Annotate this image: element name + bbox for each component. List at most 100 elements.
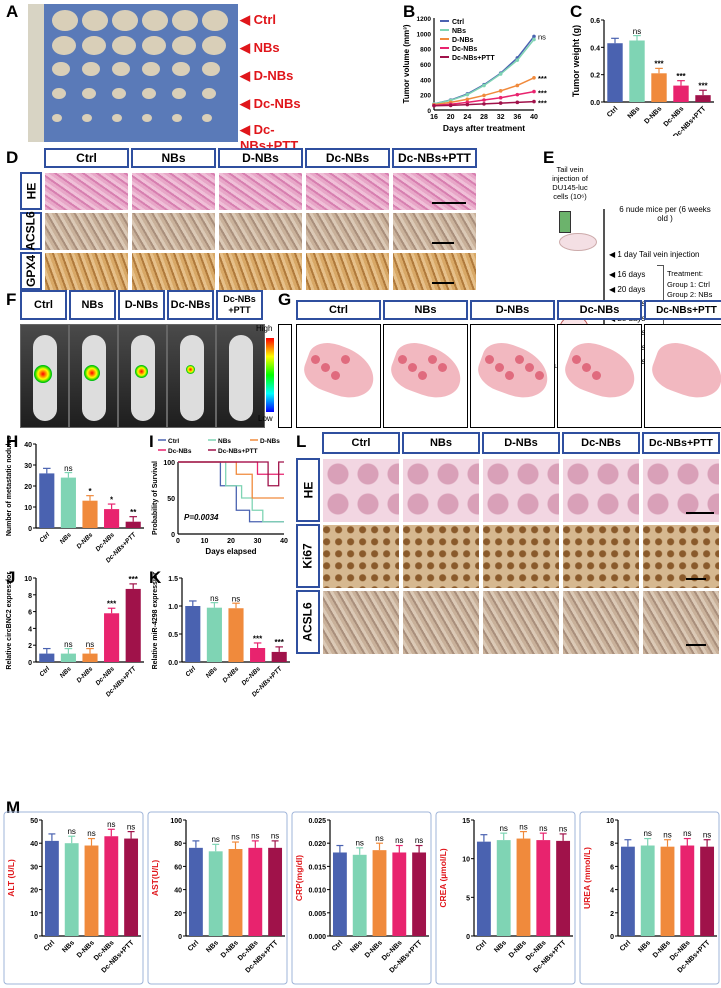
column-header: D-NBs bbox=[482, 432, 560, 454]
ruler bbox=[28, 4, 44, 142]
significance-label: ns bbox=[231, 833, 239, 842]
x-tick-label: NBs bbox=[61, 939, 76, 954]
lung-section-frame bbox=[644, 324, 721, 428]
x-tick-label: Ctrl bbox=[606, 105, 620, 119]
y-axis-label: UREA (mmol/L) bbox=[582, 847, 592, 909]
tumor-sample bbox=[142, 114, 152, 122]
tumor-sample bbox=[142, 62, 160, 77]
row-header: GPX4 bbox=[20, 252, 42, 290]
bar bbox=[248, 847, 263, 936]
row-header-label: ACSL6 bbox=[24, 211, 38, 251]
bar bbox=[695, 95, 711, 102]
x-tick-label: 20 bbox=[227, 538, 235, 545]
legend-swatch bbox=[440, 38, 449, 40]
y-tick-label: 40 bbox=[24, 442, 32, 449]
lung-section-frame bbox=[278, 324, 292, 428]
legend-swatch bbox=[440, 47, 449, 49]
significance-label: ns bbox=[67, 827, 75, 836]
chart-k: 0.00.51.01.5CtrlnsNBsnsD-NBs***Dc-NBs***… bbox=[152, 572, 290, 698]
y-tick-label: 60 bbox=[174, 864, 182, 871]
histology-image bbox=[305, 212, 390, 251]
x-tick-label: Ctrl bbox=[475, 939, 489, 953]
bar bbox=[208, 851, 223, 936]
column-header: NBs bbox=[402, 432, 480, 454]
tumor-sample bbox=[172, 88, 186, 100]
column-header: NBs bbox=[69, 290, 116, 320]
x-tick-label: Ctrl bbox=[43, 939, 57, 953]
chart-b: 0 200 400 600 800 1000 1200 16 20 24 28 32 36 40 Days … bbox=[402, 16, 547, 133]
x-tick-label: Ctrl bbox=[619, 939, 633, 953]
bar bbox=[206, 607, 222, 662]
x-tick-label: NBs bbox=[205, 665, 219, 679]
histology-image bbox=[402, 524, 480, 589]
y-tick-label: 15 bbox=[462, 818, 470, 825]
tumor-sample bbox=[202, 62, 220, 77]
y-tick-label: 2 bbox=[610, 911, 614, 918]
y-tick-label: 0 bbox=[28, 660, 32, 667]
histology-image bbox=[392, 212, 477, 251]
mouse-image bbox=[216, 324, 265, 428]
mouse-body bbox=[180, 335, 204, 421]
significance-label: ns bbox=[64, 464, 72, 473]
y-tick-label: 20 bbox=[30, 888, 38, 895]
tumor-sample bbox=[112, 114, 122, 122]
x-tick-label: D-NBs bbox=[75, 665, 94, 684]
tumor-sample bbox=[52, 62, 70, 77]
mouse-body bbox=[229, 335, 253, 421]
significance-label: ns bbox=[499, 824, 507, 833]
y-tick-label: 0.0 bbox=[590, 100, 600, 107]
tumor-sample bbox=[202, 36, 226, 56]
bar bbox=[412, 852, 427, 936]
bar bbox=[228, 608, 244, 662]
bar bbox=[188, 847, 203, 936]
histology-image bbox=[44, 172, 129, 211]
significance-label: *** bbox=[676, 72, 686, 81]
tumor-sample bbox=[52, 10, 78, 31]
survival-curve bbox=[178, 461, 284, 523]
tumor-sample bbox=[142, 88, 156, 100]
bar bbox=[629, 40, 645, 102]
tumor-sample bbox=[112, 10, 138, 31]
histology-image bbox=[218, 212, 303, 251]
treatment-item: Group 1: Ctrl bbox=[667, 279, 710, 289]
legend-label: Dc-NBs bbox=[452, 46, 477, 53]
significance-label: ns bbox=[663, 830, 671, 839]
histology-image bbox=[482, 458, 560, 523]
bar bbox=[268, 847, 283, 936]
significance-label: ns bbox=[559, 825, 567, 834]
bar bbox=[44, 840, 59, 936]
significance-label: ns bbox=[703, 830, 711, 839]
bar bbox=[496, 840, 511, 936]
bar bbox=[660, 846, 675, 936]
significance-label: ns bbox=[271, 832, 279, 841]
chart-j: 0246810CtrlnsNBsnsD-NBs***Dc-NBs***Dc-NB… bbox=[6, 572, 144, 698]
bar bbox=[39, 653, 55, 662]
tumor-sample bbox=[202, 10, 228, 31]
x-axis-label: Days elapsed bbox=[205, 547, 256, 556]
metastatic-nodule bbox=[525, 363, 534, 372]
tumor-sample bbox=[172, 62, 190, 77]
significance-label: *** bbox=[698, 82, 708, 91]
column-header: NBs bbox=[131, 148, 216, 168]
x-tick-label: Ctrl bbox=[331, 939, 345, 953]
bar bbox=[125, 588, 141, 662]
data-point bbox=[498, 95, 503, 100]
tumor-sample bbox=[112, 36, 136, 56]
y-tick-label: 6 bbox=[610, 864, 614, 871]
scale-bar bbox=[686, 578, 706, 580]
bar bbox=[82, 653, 98, 662]
histology-image bbox=[218, 172, 303, 211]
histology-image bbox=[642, 590, 720, 655]
bioluminescence-signal bbox=[134, 365, 148, 378]
histology-image bbox=[322, 590, 400, 655]
treatment-title: Treatment: bbox=[667, 269, 703, 278]
legend-label: NBs bbox=[218, 438, 231, 445]
bar bbox=[607, 43, 623, 102]
significance-label: ** bbox=[130, 508, 137, 517]
panel-a-labels: ◀ Ctrl ◀ NBs ◀ D-NBs ◀ Dc-NBs ◀ Dc-NBs+P… bbox=[240, 12, 330, 153]
data-point bbox=[532, 34, 536, 39]
lung-section-frame bbox=[383, 324, 469, 428]
y-tick-label: 0 bbox=[171, 532, 175, 539]
column-header: D-NBs bbox=[470, 300, 555, 320]
day1-label: ◀ 1 day Tail vein injection bbox=[609, 250, 700, 259]
